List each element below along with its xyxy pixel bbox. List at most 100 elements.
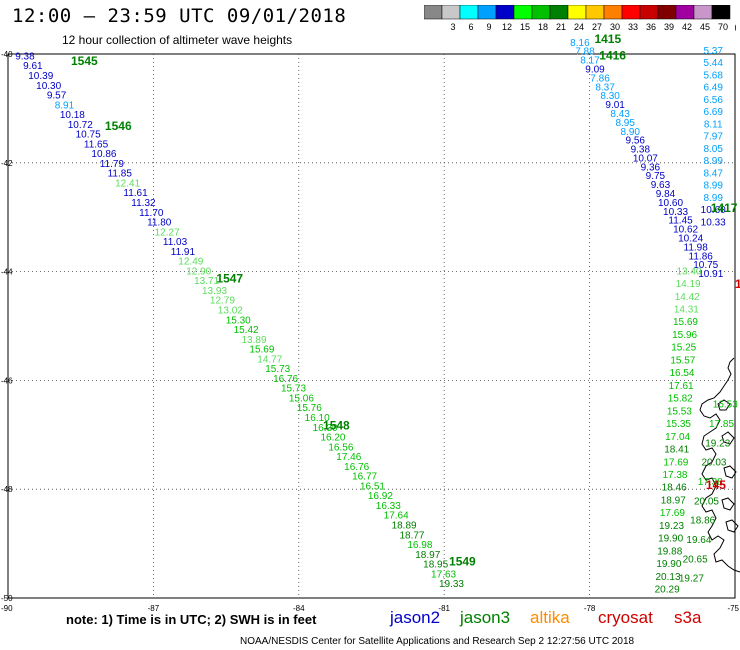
swh-value: 11.32: [131, 198, 156, 209]
island-2: [721, 431, 735, 445]
swh-value: 9.57: [47, 91, 67, 102]
swh-value: 15.57: [670, 355, 695, 366]
swh-value: 16.77: [352, 472, 377, 483]
swh-value: 18.86: [690, 516, 715, 527]
swh-value: 19.90: [658, 534, 683, 545]
track-number: 1547: [216, 271, 243, 285]
swh-value: 16.56: [328, 442, 353, 453]
swh-value: 11.91: [171, 247, 196, 258]
swh-value: 10.91: [698, 269, 723, 280]
legend-label: 42: [682, 22, 692, 32]
swh-value: 11.61: [123, 188, 148, 199]
longitude-label: -78: [584, 604, 596, 613]
swh-value: 15.25: [671, 343, 696, 354]
swh-value: 19.64: [686, 535, 711, 546]
swh-value: 19.90: [656, 559, 681, 570]
legend-label: 9: [486, 22, 491, 32]
legend-label: 18: [538, 22, 548, 32]
swh-value: 11.70: [139, 208, 164, 219]
swh-value: 10.07: [633, 153, 658, 164]
axis-labels: -40 -42 -44 -46 -48 -50-90 -87 -84 -81 -78 -75: [1, 50, 740, 613]
longitude-label: -87: [148, 604, 160, 613]
swh-value: 12.90: [186, 266, 211, 277]
swh-value: 17.69: [660, 508, 685, 519]
swh-value: 17.04: [665, 432, 690, 443]
swh-value: 10.86: [91, 149, 116, 160]
legend-label: 33: [628, 22, 638, 32]
swh-value: 8.11: [704, 119, 723, 130]
swh-value: 16.76: [344, 462, 369, 473]
swh-value: 9.56: [626, 136, 646, 147]
swh-value: 8.37: [595, 82, 615, 93]
swh-value: 9.01: [605, 100, 625, 111]
island-3: [723, 465, 737, 479]
legend-label: 45: [700, 22, 710, 32]
footnote: note: 1) Time is in UTC; 2) SWH is in fe…: [66, 612, 317, 627]
swh-value: 11.79: [100, 159, 125, 170]
page-subtitle: 12 hour collection of altimeter wave hei…: [62, 33, 293, 47]
swh-value: 10.60: [701, 205, 726, 216]
swh-value: 10.75: [693, 260, 718, 271]
swh-value: 10.18: [60, 110, 85, 121]
swh-value: 19.88: [657, 546, 682, 557]
swh-value: 8.30: [600, 91, 620, 102]
swh-value: 10.60: [658, 198, 683, 209]
swh-value: 13.71: [194, 276, 219, 287]
legend-label: 39: [664, 22, 674, 32]
swh-value: 11.03: [163, 237, 188, 248]
legend-altika: altika: [530, 608, 570, 627]
swh-value: 8.95: [615, 118, 635, 129]
swh-value: 9.38: [15, 51, 35, 62]
swh-value: 20.05: [694, 496, 719, 507]
swh-value: 13.89: [241, 335, 266, 346]
track-number: 1417: [711, 201, 738, 215]
swh-value: 8.99: [703, 156, 723, 167]
swh-value: 15.69: [249, 345, 274, 356]
legend-swatch: [711, 5, 731, 20]
swh-value: 17.46: [336, 452, 361, 463]
legend-label: 70: [718, 22, 728, 32]
legend-label: 36: [646, 22, 656, 32]
longitude-label: -84: [293, 604, 305, 613]
track-west: 9.389.6110.3910.309.578.9110.1810.7210.7…: [15, 51, 464, 590]
swh-value: 5.37: [703, 46, 723, 57]
swh-value: 15.96: [672, 330, 697, 341]
swh-value: 15.73: [281, 384, 306, 395]
swh-value: 11.45: [668, 216, 693, 227]
track-number-labels: 1545 1546 1547 1548 1549 1415 1416 1417 140 145: [71, 32, 740, 568]
map-frame: [7, 53, 736, 599]
swh-value: 10.39: [28, 71, 53, 82]
swh-value: 17.61: [669, 381, 694, 392]
swh-value: 18.46: [662, 483, 687, 494]
swh-value: 18.89: [392, 520, 417, 531]
swh-value: 15.69: [673, 317, 698, 328]
swh-value: 15.06: [289, 393, 314, 404]
latitude-label: -48: [1, 485, 13, 494]
swh-value: 6.69: [703, 107, 723, 118]
legend-jason3: jason3: [460, 608, 511, 627]
swh-value: 8.99: [703, 181, 723, 192]
track-east-diagonal: 8.167.888.179.097.868.378.309.018.438.95…: [570, 38, 724, 280]
swh-value: 15.73: [265, 364, 290, 375]
swh-value: 16.54: [669, 368, 694, 379]
legend-label: 24: [574, 22, 584, 32]
swh-value: 9.09: [585, 65, 605, 76]
swh-value: 9.36: [641, 162, 661, 173]
track-number: 1548: [323, 418, 350, 432]
swh-value: 20.03: [701, 458, 726, 469]
swh-value: 17.69: [663, 457, 688, 468]
legend-label: 12: [502, 22, 512, 32]
swh-value: 19.27: [679, 574, 704, 585]
legend-s3a: s3a: [674, 608, 702, 627]
swh-value: 7.97: [703, 132, 723, 143]
swh-value: 16.98: [407, 540, 432, 551]
swh-value: 12.49: [178, 257, 203, 268]
swh-value: 19.33: [439, 579, 464, 590]
legend-cryosat: cryosat: [598, 608, 653, 627]
swh-value: 11.86: [689, 251, 714, 262]
swh-value: 17.85: [709, 419, 734, 430]
swh-value: 17.63: [431, 569, 456, 580]
